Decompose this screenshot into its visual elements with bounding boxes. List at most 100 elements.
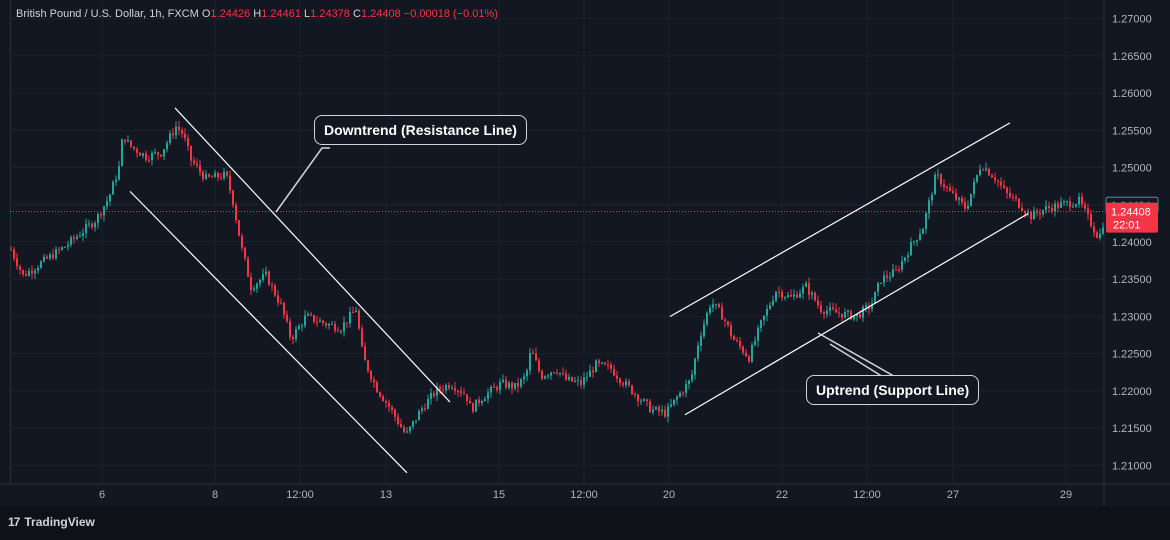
candle-body bbox=[448, 385, 450, 389]
change-value: −0.00018 (−0.01%) bbox=[403, 8, 498, 20]
candle-body bbox=[43, 256, 45, 262]
candle-body bbox=[814, 292, 816, 301]
candle-body bbox=[562, 372, 564, 374]
symbol-label[interactable]: British Pound / U.S. Dollar, 1h, FXCM bbox=[16, 8, 199, 20]
candle-body bbox=[277, 295, 279, 303]
candle-body bbox=[310, 313, 312, 315]
candle-body bbox=[148, 159, 150, 161]
candle-body bbox=[184, 133, 186, 138]
candle-body bbox=[355, 310, 357, 313]
candle-body bbox=[835, 309, 837, 313]
candle-body bbox=[322, 320, 324, 324]
candle-body bbox=[922, 228, 924, 235]
candle-body bbox=[58, 249, 60, 251]
candle-body bbox=[73, 237, 75, 239]
candle-body bbox=[208, 174, 210, 177]
candle-body bbox=[211, 176, 213, 178]
chart-svg[interactable]: 1.270001.265001.260001.255001.250001.245… bbox=[0, 0, 1170, 506]
candle-body bbox=[1003, 185, 1005, 188]
candle-body bbox=[1042, 210, 1044, 215]
candle-body bbox=[130, 140, 132, 147]
candle-body bbox=[601, 362, 603, 364]
candle-body bbox=[67, 244, 69, 247]
candle-body bbox=[907, 255, 909, 258]
candle-body bbox=[142, 153, 144, 156]
candle-body bbox=[508, 382, 510, 388]
candle-body bbox=[856, 313, 858, 317]
candle-body bbox=[778, 291, 780, 293]
candle-body bbox=[127, 140, 129, 142]
candle-body bbox=[964, 202, 966, 209]
candle-body bbox=[889, 276, 891, 278]
candle-body bbox=[628, 381, 630, 386]
candle-body bbox=[1048, 206, 1050, 208]
candle-body bbox=[844, 312, 846, 318]
candle-body bbox=[439, 386, 441, 390]
candle-body bbox=[1069, 201, 1071, 208]
candle-body bbox=[913, 241, 915, 243]
candle-body bbox=[265, 271, 267, 275]
candle-body bbox=[1054, 203, 1056, 212]
candle-body bbox=[160, 154, 162, 157]
candle-body bbox=[679, 392, 681, 397]
candle-body bbox=[973, 181, 975, 194]
uptrend-annotation[interactable]: Uptrend (Support Line) bbox=[806, 375, 980, 405]
candle-body bbox=[1039, 213, 1041, 215]
candle-body bbox=[655, 407, 657, 410]
candle-body bbox=[343, 322, 345, 332]
candle-body bbox=[349, 312, 351, 324]
candle-body bbox=[496, 387, 498, 390]
candle-body bbox=[880, 282, 882, 284]
candle-body bbox=[595, 360, 597, 373]
candle-body bbox=[883, 275, 885, 283]
candle-body bbox=[748, 356, 750, 362]
candle-body bbox=[730, 325, 732, 337]
candle-body bbox=[238, 220, 240, 237]
candle-body bbox=[52, 254, 54, 259]
candle-body bbox=[424, 408, 426, 410]
candle-body bbox=[736, 340, 738, 342]
candle-body bbox=[775, 291, 777, 301]
footer-bar bbox=[0, 506, 1170, 540]
candle-body bbox=[469, 400, 471, 404]
high-value: 1.24461 bbox=[261, 8, 301, 20]
candle-body bbox=[721, 307, 723, 320]
candle-body bbox=[337, 330, 339, 332]
candle-body bbox=[691, 374, 693, 381]
candle-body bbox=[859, 313, 861, 318]
candle-body bbox=[943, 184, 945, 188]
candle-body bbox=[892, 269, 894, 277]
candle-body bbox=[1012, 196, 1014, 198]
candle-body bbox=[280, 302, 282, 304]
downtrend-annotation[interactable]: Downtrend (Resistance Line) bbox=[314, 115, 527, 145]
candle-body bbox=[613, 368, 615, 376]
candle-body bbox=[379, 392, 381, 397]
candle-body bbox=[1000, 181, 1002, 186]
candle-body bbox=[928, 200, 930, 214]
candle-body bbox=[619, 378, 621, 384]
candle-body bbox=[808, 283, 810, 295]
candle-body bbox=[1024, 211, 1026, 214]
candle-body bbox=[124, 139, 126, 142]
candle-body bbox=[139, 152, 141, 156]
candle-body bbox=[325, 323, 327, 326]
candle-body bbox=[994, 177, 996, 181]
candle-body bbox=[190, 145, 192, 161]
resistance-trendline bbox=[174, 107, 451, 403]
candle-body bbox=[1090, 213, 1092, 227]
candle-body bbox=[916, 239, 918, 242]
candle-body bbox=[751, 344, 753, 362]
candle-body bbox=[316, 321, 318, 323]
candle-body bbox=[952, 190, 954, 194]
candle-body bbox=[475, 399, 477, 412]
candle-body bbox=[874, 291, 876, 304]
tradingview-logo[interactable]: 17 TradingView bbox=[8, 515, 95, 529]
candle-body bbox=[688, 380, 690, 385]
candle-body bbox=[517, 382, 519, 387]
y-tick-label: 1.22000 bbox=[1112, 386, 1152, 398]
candle-body bbox=[244, 247, 246, 259]
candle-body bbox=[541, 371, 543, 379]
candle-body bbox=[1060, 202, 1062, 208]
candle-body bbox=[724, 319, 726, 322]
candle-body bbox=[1084, 204, 1086, 209]
